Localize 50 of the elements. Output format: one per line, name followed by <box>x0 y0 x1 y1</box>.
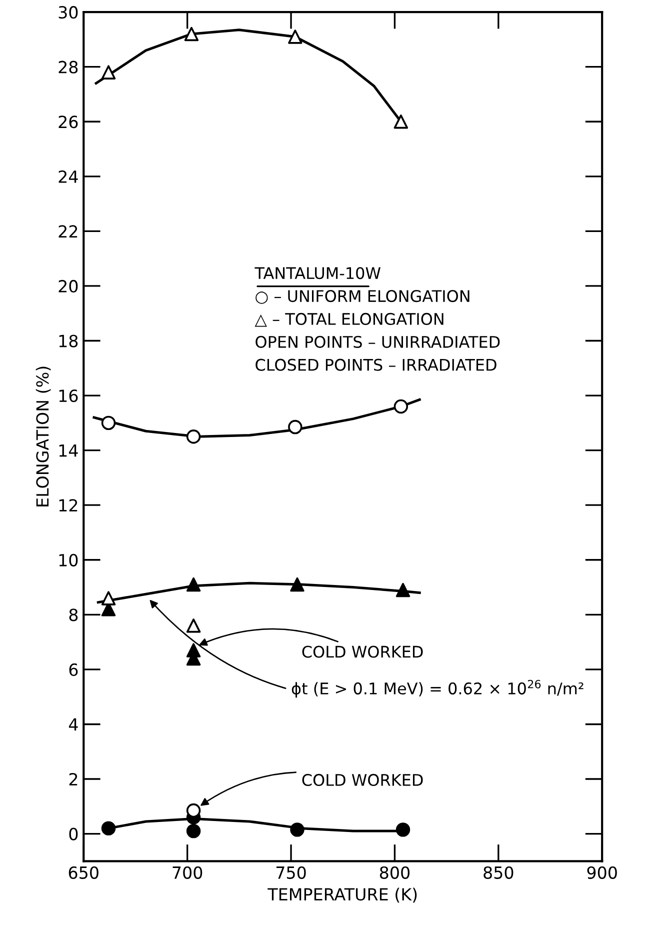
y-tick-label: 4 <box>68 718 78 731</box>
point <box>186 803 201 818</box>
x-tick-label: 850 <box>484 866 514 879</box>
point <box>101 821 116 836</box>
y-tick-label: 12 <box>59 499 78 512</box>
point <box>186 824 201 838</box>
point <box>290 822 304 837</box>
y-tick-label: 0 <box>69 828 78 840</box>
y-tick-label: 20 <box>58 280 78 293</box>
y-tick-label: 28 <box>58 60 78 74</box>
y-tick-label: 8 <box>69 608 78 622</box>
point <box>394 114 408 129</box>
annotation: ϕt (E > 0.1 MeV) = 0.62 × 10$^{26}$ n/m² <box>292 680 584 698</box>
annotation: TANTALUM-10W <box>254 267 380 280</box>
x-tick-label: 750 <box>276 866 306 879</box>
point <box>394 399 408 414</box>
point <box>396 582 410 598</box>
x-axis-title: TEMPERATURE (K) <box>268 888 417 903</box>
y-tick-label: 10 <box>59 554 78 566</box>
point <box>186 430 201 444</box>
point <box>288 30 302 44</box>
y-tick-label: 6 <box>69 663 78 676</box>
x-tick-label: 650 <box>68 866 98 879</box>
y-tick-label: 22 <box>58 225 78 238</box>
y-tick-label: 2 <box>69 772 78 786</box>
point <box>396 822 410 837</box>
point <box>101 65 116 80</box>
point <box>290 577 304 592</box>
y-tick-label: 24 <box>58 170 78 183</box>
annotation: OPEN POINTS – UNIRRADIATED <box>256 336 500 348</box>
annotation: CLOSED POINTS – IRRADIATED <box>256 358 496 371</box>
point <box>186 618 201 633</box>
point <box>186 577 201 592</box>
annotation: ○ – UNIFORM ELONGATION <box>256 290 470 304</box>
y-tick-label: 18 <box>59 334 78 348</box>
point <box>101 416 116 430</box>
x-tick-label: 900 <box>587 866 617 879</box>
point <box>184 26 199 42</box>
y-axis-title: ELONGATION (%) <box>36 366 51 506</box>
point <box>288 420 302 434</box>
annotation: COLD WORKED <box>302 774 423 786</box>
annotation: △ – TOTAL ELONGATION <box>254 312 444 327</box>
x-tick-label: 700 <box>172 866 202 879</box>
x-tick-label: 800 <box>380 866 410 879</box>
point <box>101 591 116 606</box>
y-tick-label: 14 <box>59 444 78 457</box>
y-tick-label: 16 <box>59 390 78 402</box>
y-tick-label: 30 <box>58 6 78 19</box>
annotation: COLD WORKED <box>302 646 423 658</box>
y-tick-label: 26 <box>58 116 78 128</box>
